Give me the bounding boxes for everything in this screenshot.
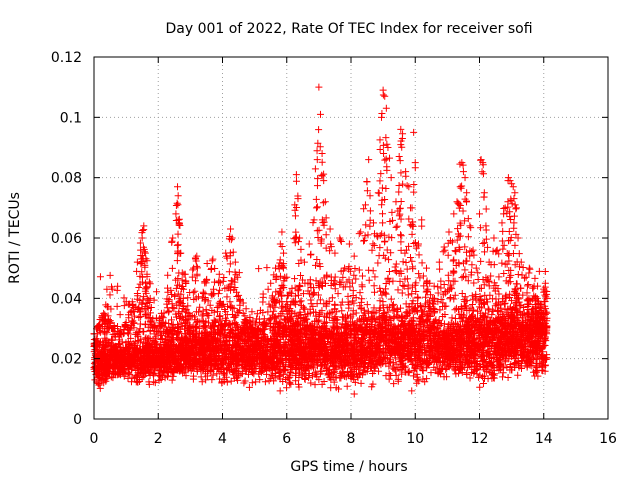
data-point xyxy=(385,375,393,383)
data-point xyxy=(327,384,335,392)
data-point xyxy=(415,377,423,385)
data-point xyxy=(151,379,159,387)
data-point xyxy=(401,362,409,370)
data-point xyxy=(197,373,205,381)
data-point xyxy=(138,373,146,381)
data-point xyxy=(417,362,425,370)
data-point xyxy=(423,375,431,383)
data-point xyxy=(409,372,417,380)
data-point xyxy=(465,356,473,364)
data-point xyxy=(390,380,398,388)
data-point xyxy=(387,371,395,379)
data-point xyxy=(479,379,487,387)
data-point xyxy=(150,378,158,386)
data-point xyxy=(532,368,540,376)
data-point xyxy=(208,376,216,384)
data-point xyxy=(427,369,435,377)
data-point xyxy=(384,308,392,316)
data-point xyxy=(285,374,293,382)
data-point xyxy=(448,314,456,322)
data-point xyxy=(343,382,351,390)
data-point xyxy=(202,376,210,384)
data-point xyxy=(145,380,153,388)
data-point xyxy=(390,364,398,372)
data-point xyxy=(346,368,354,376)
data-point xyxy=(271,374,279,382)
data-point xyxy=(311,381,319,389)
data-point xyxy=(276,387,284,395)
data-point xyxy=(375,367,383,375)
data-point xyxy=(391,354,399,362)
data-point xyxy=(283,384,291,392)
data-point xyxy=(499,373,507,381)
data-point xyxy=(501,356,509,364)
data-point xyxy=(504,374,512,382)
data-point xyxy=(335,385,343,393)
data-point xyxy=(514,371,522,379)
data-point xyxy=(350,390,358,398)
data-point xyxy=(198,378,206,386)
data-point xyxy=(466,374,474,382)
data-point xyxy=(488,311,496,319)
data-point xyxy=(369,370,377,378)
data-point xyxy=(476,383,484,391)
data-point xyxy=(287,380,295,388)
data-point xyxy=(436,365,444,373)
data-point xyxy=(168,376,176,384)
data-point xyxy=(315,311,323,319)
data-point xyxy=(408,387,416,395)
data-point xyxy=(131,338,139,346)
data-point xyxy=(357,379,365,387)
chart-title: Day 001 of 2022, Rate Of TEC Index for r… xyxy=(165,21,532,37)
data-points xyxy=(90,83,551,398)
